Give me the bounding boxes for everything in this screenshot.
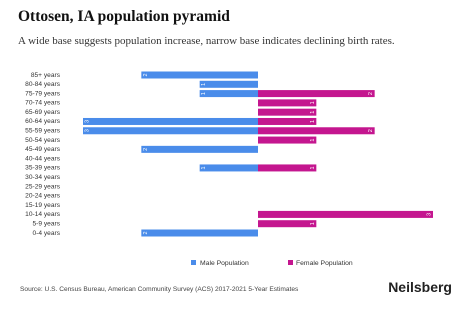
- bar: [141, 71, 258, 79]
- bar: [258, 136, 317, 144]
- bar: [258, 164, 317, 172]
- bar: [141, 229, 258, 237]
- y-tick-label: 55-59 years: [25, 128, 61, 135]
- legend-swatch: [288, 260, 293, 265]
- bar: [258, 99, 317, 107]
- bar: [83, 117, 258, 125]
- y-tick-label: 40-44 years: [25, 155, 61, 162]
- bar: [141, 145, 258, 153]
- y-tick-label: 85+ years: [31, 72, 61, 79]
- y-tick-label: 20-24 years: [25, 193, 61, 200]
- brand: Neilsberg: [388, 279, 452, 295]
- y-tick-label: 80-84 years: [25, 81, 61, 88]
- y-tick-label: 35-39 years: [25, 165, 61, 172]
- bar: [199, 164, 258, 172]
- data-label: 1: [310, 139, 316, 142]
- y-tick-label: 0-4 years: [33, 230, 61, 237]
- source: Source: U.S. Census Bureau, American Com…: [20, 286, 299, 293]
- y-tick-label: 25-29 years: [25, 183, 61, 190]
- data-label: 1: [201, 92, 207, 95]
- y-tick-label: 45-49 years: [25, 146, 61, 153]
- y-tick-label: 65-69 years: [25, 109, 61, 116]
- bar: [83, 127, 258, 135]
- data-label: 1: [201, 166, 207, 169]
- bar: [258, 220, 317, 228]
- y-tick-label: 50-54 years: [25, 137, 61, 144]
- bar: [258, 90, 375, 98]
- data-label: 3: [84, 120, 90, 123]
- data-label: 1: [201, 83, 207, 86]
- y-tick-label: 15-19 years: [25, 202, 61, 209]
- data-label: 2: [368, 129, 374, 132]
- legend-label: Female Population: [296, 260, 353, 267]
- data-label: 3: [84, 129, 90, 132]
- data-label: 1: [310, 111, 316, 114]
- y-tick-label: 30-34 years: [25, 174, 61, 181]
- data-label: 1: [310, 222, 316, 225]
- bar: [258, 108, 317, 116]
- bar: [258, 210, 433, 218]
- data-label: 2: [143, 73, 149, 76]
- y-tick-label: 5-9 years: [33, 220, 61, 227]
- legend-swatch: [191, 260, 196, 265]
- bar: [258, 127, 375, 135]
- y-tick-label: 60-64 years: [25, 118, 61, 125]
- legend-label: Male Population: [200, 260, 249, 267]
- bar: [258, 117, 317, 125]
- chart-title: Ottosen, IA population pyramid: [18, 8, 230, 25]
- bar: [199, 90, 258, 98]
- y-tick-label: 10-14 years: [25, 211, 61, 218]
- data-label: 2: [143, 148, 149, 151]
- data-label: 1: [310, 101, 316, 104]
- data-label: 3: [426, 213, 432, 216]
- chart-subtitle: A wide base suggests population increase…: [18, 35, 395, 47]
- data-label: 2: [368, 92, 374, 95]
- data-label: 2: [143, 231, 149, 234]
- bar: [199, 80, 258, 88]
- y-tick-label: 75-79 years: [25, 90, 61, 97]
- y-tick-label: 70-74 years: [25, 100, 61, 107]
- data-label: 1: [310, 120, 316, 123]
- data-label: 1: [310, 166, 316, 169]
